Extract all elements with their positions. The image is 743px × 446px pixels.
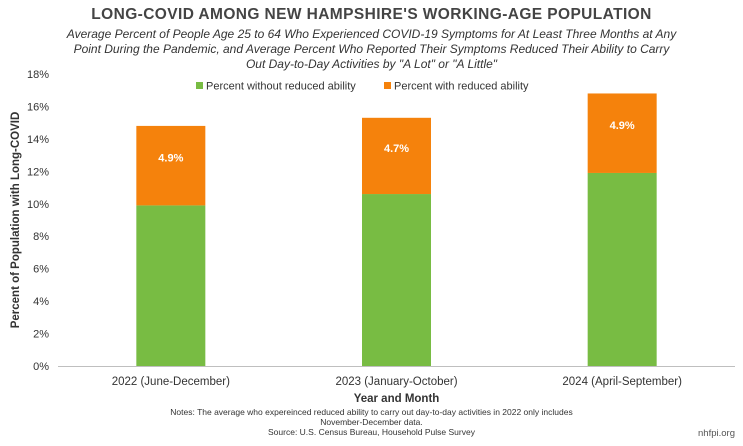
x-axis-title: Year and Month bbox=[354, 393, 440, 405]
chart-legend: Percent without reduced ability Percent w… bbox=[196, 81, 529, 93]
y-tick-label: 14% bbox=[27, 134, 49, 146]
bar-segment-with-reduced-ability bbox=[587, 93, 657, 173]
chart-subtitle: Average Percent of People Age 25 to 64 W… bbox=[40, 27, 703, 72]
x-axis: 2022 (June-December) 2023 (January-Octobe… bbox=[58, 366, 735, 405]
bar-segment-without-reduced-ability bbox=[136, 205, 206, 366]
y-tick-label: 4% bbox=[33, 296, 49, 308]
subtitle-line: Out Day-to-Day Activities by "A Lot" or … bbox=[245, 57, 498, 71]
y-tick-label: 0% bbox=[33, 361, 49, 373]
source-line: Source: U.S. Census Bureau, Household Pu… bbox=[268, 427, 475, 437]
y-tick-label: 18% bbox=[27, 69, 49, 81]
subtitle-line: Average Percent of People Age 25 to 64 W… bbox=[66, 27, 677, 41]
chart-title: LONG-COVID AMONG NEW HAMPSHIRE'S WORKING… bbox=[91, 6, 652, 23]
y-tick-label: 6% bbox=[33, 264, 49, 276]
legend-label: Percent with reduced ability bbox=[394, 81, 529, 93]
bar-segment-with-reduced-ability bbox=[362, 117, 431, 195]
bars: 4.9% 4.7% 4.9% bbox=[136, 93, 657, 366]
chart-notes: Notes: The average who expereinced reduc… bbox=[0, 407, 743, 437]
legend-label: Percent without reduced ability bbox=[206, 81, 356, 93]
y-tick-label: 10% bbox=[27, 199, 49, 211]
y-tick-label: 16% bbox=[27, 101, 49, 113]
data-label: 4.9% bbox=[610, 120, 635, 132]
data-label: 4.7% bbox=[384, 143, 409, 155]
x-tick-label: 2024 (April-September) bbox=[562, 376, 682, 388]
stacked-bar-chart: Percent without reduced ability Percent w… bbox=[10, 69, 735, 405]
y-tick-label: 2% bbox=[33, 329, 49, 341]
bar-segment-without-reduced-ability bbox=[362, 194, 431, 366]
notes-line: Notes: The average who expereinced reduc… bbox=[170, 407, 573, 417]
subtitle-line: Point During the Pandemic, and Average P… bbox=[73, 42, 670, 56]
y-tick-label: 8% bbox=[33, 231, 49, 243]
data-label: 4.9% bbox=[158, 153, 183, 165]
x-tick-label: 2022 (June-December) bbox=[112, 376, 230, 388]
site-credit: nhfpi.org bbox=[698, 428, 735, 439]
x-tick-label: 2023 (January-October) bbox=[335, 376, 457, 388]
bar-segment-with-reduced-ability bbox=[136, 125, 206, 206]
legend-swatch bbox=[384, 82, 391, 89]
notes-line: November-December data. bbox=[320, 417, 423, 427]
bar-segment-without-reduced-ability bbox=[587, 172, 657, 366]
legend-swatch bbox=[196, 82, 203, 89]
y-axis: 0% 2% 4% 6% 8% 10% 12% 14% 16% 18% Percent of Popu… bbox=[10, 69, 49, 373]
y-axis-title: Percent of Population with Long-COVID bbox=[10, 112, 22, 329]
y-tick-label: 12% bbox=[27, 166, 49, 178]
